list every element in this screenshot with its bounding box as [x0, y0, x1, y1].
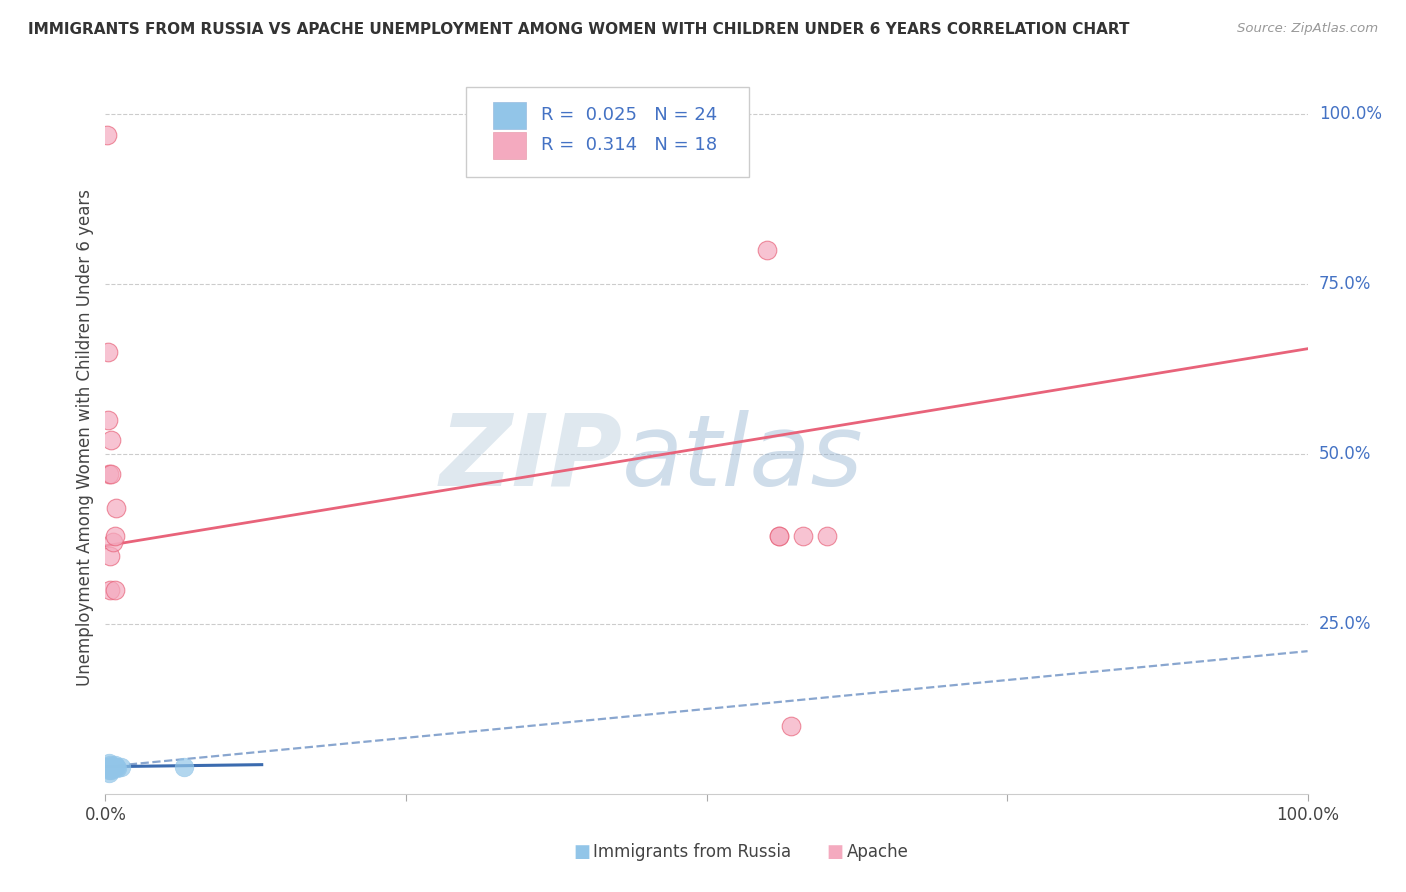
Point [98, 582, 121, 597]
FancyBboxPatch shape [492, 102, 526, 128]
Point [755, 243, 778, 257]
Text: 100.0%: 100.0% [1319, 105, 1382, 123]
Point [768, 528, 790, 542]
Text: R =  0.025   N = 24: R = 0.025 N = 24 [541, 106, 717, 124]
Text: atlas: atlas [623, 410, 865, 507]
Point [105, 501, 128, 516]
Text: Immigrants from Russia: Immigrants from Russia [593, 843, 792, 861]
Text: ■: ■ [827, 843, 844, 861]
Text: 75.0%: 75.0% [1319, 275, 1371, 293]
Point [97, 345, 120, 359]
Point [97, 413, 120, 427]
Point [107, 761, 129, 775]
Point [103, 760, 125, 774]
Point [173, 760, 195, 774]
Point [104, 582, 127, 597]
Point [97, 760, 120, 774]
Point [101, 535, 124, 549]
Point [98, 758, 121, 772]
Point [110, 760, 132, 774]
Point [104, 528, 127, 542]
Point [98, 761, 121, 775]
Point [100, 761, 122, 775]
Point [101, 760, 124, 774]
Point [104, 758, 127, 772]
Point [98, 766, 121, 780]
Point [100, 760, 122, 774]
Point [100, 467, 122, 482]
Point [105, 760, 128, 774]
Point [100, 434, 122, 448]
Text: ■: ■ [574, 843, 591, 861]
Point [98, 756, 121, 771]
Y-axis label: Unemployment Among Women with Children Under 6 years: Unemployment Among Women with Children U… [76, 188, 94, 686]
Point [779, 719, 801, 733]
Point [103, 760, 125, 774]
Text: Apache: Apache [846, 843, 908, 861]
Text: R =  0.314   N = 18: R = 0.314 N = 18 [541, 136, 717, 154]
Point [98, 467, 121, 482]
Point [98, 760, 121, 774]
FancyBboxPatch shape [465, 87, 748, 177]
Point [100, 760, 122, 774]
Point [98, 763, 121, 777]
Text: ZIP: ZIP [439, 410, 623, 507]
Text: 25.0%: 25.0% [1319, 615, 1371, 633]
Point [101, 761, 124, 775]
Point [96, 128, 118, 142]
Point [792, 528, 814, 542]
Point [815, 528, 838, 542]
Text: Source: ZipAtlas.com: Source: ZipAtlas.com [1237, 22, 1378, 36]
Point [101, 760, 124, 774]
Point [768, 528, 790, 542]
Point [100, 760, 122, 774]
Text: IMMIGRANTS FROM RUSSIA VS APACHE UNEMPLOYMENT AMONG WOMEN WITH CHILDREN UNDER 6 : IMMIGRANTS FROM RUSSIA VS APACHE UNEMPLO… [28, 22, 1129, 37]
Point [98, 549, 121, 563]
Text: 50.0%: 50.0% [1319, 445, 1371, 463]
Point [96, 760, 118, 774]
Point [98, 760, 121, 774]
Point [100, 763, 122, 777]
FancyBboxPatch shape [492, 132, 526, 159]
